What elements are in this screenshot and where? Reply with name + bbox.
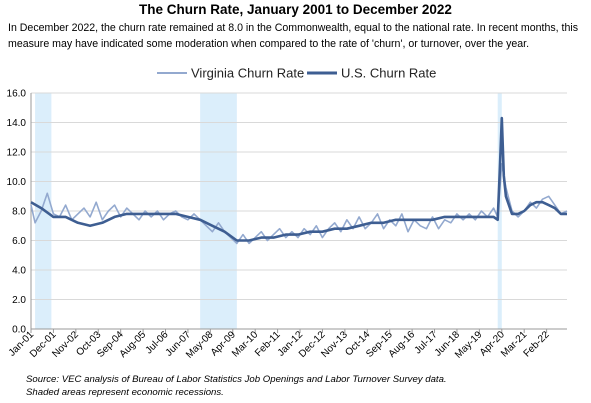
- y-axis-ticks: 0.0 2.0 4.0 6.0 8.0 10.0 12.0 14.0 16.0: [7, 89, 27, 336]
- recession-note-line: Shaded areas represent economic recessio…: [26, 386, 224, 398]
- y-tick-label: 4.0: [12, 266, 26, 277]
- x-tick-label: Feb-22: [522, 329, 552, 359]
- y-tick-label: 16.0: [7, 89, 27, 100]
- legend-label: Virginia Churn Rate: [191, 66, 304, 81]
- y-tick-label: 10.0: [7, 177, 27, 188]
- series-lines: [30, 116, 568, 245]
- legend: Virginia Churn Rate U.S. Churn Rate: [157, 66, 436, 81]
- series-line: [30, 116, 567, 242]
- y-tick-label: 14.0: [7, 118, 27, 129]
- x-axis-ticks: Jan-01Dec-01Nov-02Oct-03Sep-04Aug-05Jul-…: [7, 329, 552, 361]
- y-tick-label: 6.0: [12, 236, 26, 247]
- y-tick-label: 0.0: [12, 325, 26, 336]
- source-line: Source: VEC analysis of Bureau of Labor …: [26, 374, 447, 385]
- intro-paragraph: In December 2022, the churn rate remaine…: [8, 22, 579, 50]
- y-tick-label: 8.0: [12, 207, 26, 218]
- series-line: [30, 163, 568, 245]
- chart-title: The Churn Rate, January 2001 to December…: [139, 2, 452, 17]
- gridlines: [31, 92, 567, 300]
- source-note: Source: VEC analysis of Bureau of Labor …: [26, 374, 447, 399]
- y-tick-label: 2.0: [12, 295, 26, 306]
- legend-label: U.S. Churn Rate: [341, 66, 436, 81]
- y-tick-label: 12.0: [7, 148, 27, 159]
